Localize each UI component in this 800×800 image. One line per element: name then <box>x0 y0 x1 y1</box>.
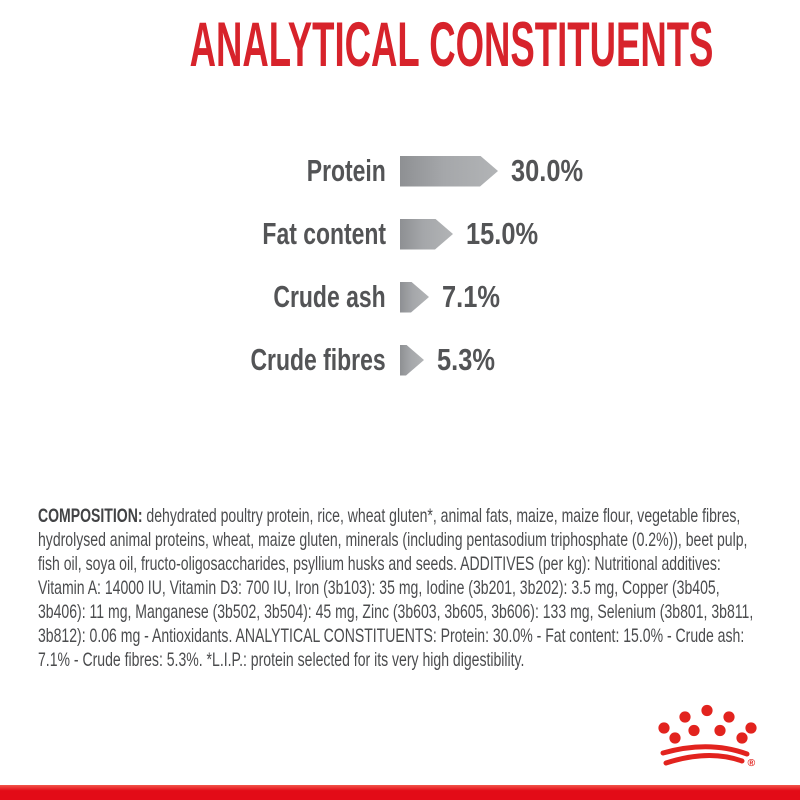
nutrient-label: Fat content <box>262 216 386 251</box>
nutrient-value: 5.3% <box>437 342 495 377</box>
nutrient-value: 15.0% <box>466 216 539 251</box>
registered-trademark-symbol: ® <box>748 757 756 769</box>
nutrient-label: Crude fibres <box>250 342 386 377</box>
nutrient-label-cell: Crude ash <box>0 279 386 315</box>
nutrient-label: Crude ash <box>273 279 386 314</box>
nutrient-label-cell: Crude fibres <box>0 342 386 378</box>
chart-row: Protein 30.0% <box>0 153 800 189</box>
nutrient-label-cell: Protein <box>0 153 386 189</box>
page-title: ANALYTICAL CONSTITUENTS <box>189 10 714 80</box>
crown-bands <box>660 744 750 766</box>
chart-row: Crude ash 7.1% <box>0 279 800 315</box>
composition-paragraph: COMPOSITION: dehydrated poultry protein,… <box>38 504 764 672</box>
analytical-constituents-chart: Protein 30.0% Fat content 15.0% Crude as… <box>0 153 800 407</box>
chart-row: Crude fibres 5.3% <box>0 342 800 378</box>
nutrient-label-cell: Fat content <box>0 216 386 252</box>
value-bar-arrow <box>400 219 453 250</box>
chart-row: Fat content 15.0% <box>0 216 800 252</box>
bottom-red-band <box>0 785 800 800</box>
nutrient-value: 30.0% <box>511 153 584 188</box>
value-bar-arrow <box>400 345 424 376</box>
nutrient-label: Protein <box>306 153 386 188</box>
composition-text: dehydrated poultry protein, rice, wheat … <box>38 504 754 671</box>
nutrient-value: 7.1% <box>442 279 500 314</box>
royal-canin-crown-logo: ® <box>658 704 757 769</box>
crown-dots <box>658 704 757 744</box>
value-bar-arrow <box>400 156 498 187</box>
page-title-wrap: ANALYTICAL CONSTITUENTS <box>0 10 800 80</box>
value-bar-arrow <box>400 282 429 313</box>
composition-label: COMPOSITION: <box>38 504 143 527</box>
